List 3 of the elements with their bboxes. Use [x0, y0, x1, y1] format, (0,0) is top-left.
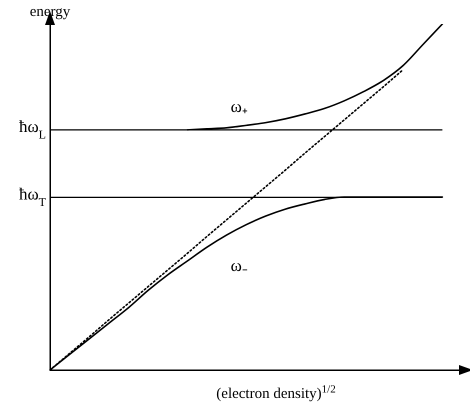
series-label: ω₊	[230, 96, 248, 116]
series-label: ω₋	[230, 256, 248, 276]
y-axis-title: energy	[30, 4, 71, 20]
